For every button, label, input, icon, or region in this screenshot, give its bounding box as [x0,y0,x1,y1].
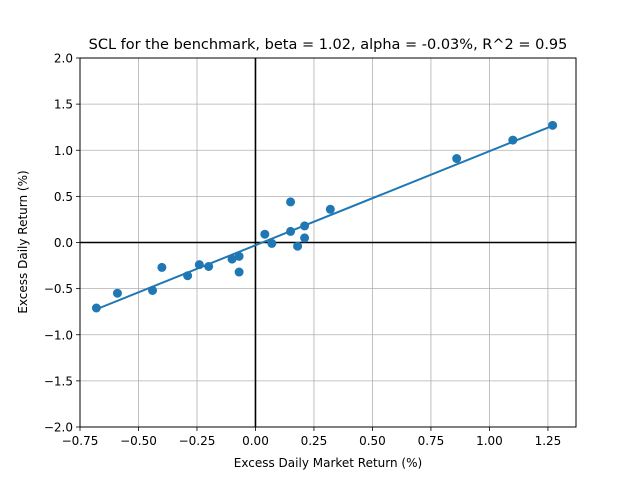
scatter-point [183,271,193,281]
scatter-point [548,120,558,130]
scatter-point [286,197,296,207]
scatter-point [260,229,270,239]
scatter-point [267,238,277,248]
y-tick-label: −1.0 [44,328,73,342]
y-tick-label: 1.5 [54,98,73,112]
scatter-point [452,154,462,164]
x-tick-label: −0.75 [62,434,99,448]
scatter-points [91,120,558,313]
x-tick-label: 0.00 [242,434,269,448]
scatter-point [157,262,167,272]
regression-line [96,124,553,311]
y-tick-label: −2.0 [44,421,73,435]
scatter-point [234,251,244,261]
x-tick-label: −0.50 [120,434,157,448]
y-tick-label: 2.0 [54,52,73,66]
chart-title: SCL for the benchmark, beta = 1.02, alph… [89,37,568,53]
x-tick-label: 0.50 [359,434,386,448]
scatter-point [112,288,122,298]
scatter-point [508,135,518,145]
x-tick-label: 0.25 [301,434,328,448]
x-tick-label: 1.00 [476,434,503,448]
scatter-point [293,241,303,251]
zero-reference-lines [80,58,576,427]
scatter-point [286,226,296,236]
x-tick-label: 1.25 [535,434,562,448]
x-axis-ticks: −0.75 −0.50 −0.25 0.00 0.25 0.50 0.75 1.00 1.25 [62,427,562,448]
y-axis-ticks: −2.0 −1.5 −1.0 −0.5 0.0 0.5 1.0 1.5 2.0 [44,52,80,435]
scatter-point [325,204,335,214]
x-tick-label: 0.75 [418,434,445,448]
x-axis-label: Excess Daily Market Return (%) [234,456,422,470]
scatter-point [234,267,244,277]
y-tick-label: 0.0 [54,236,73,250]
y-tick-label: −1.5 [44,374,73,388]
scatter-point [148,285,158,295]
regression-line-group [96,124,553,311]
scatter-point [204,261,214,271]
scatter-point [194,260,204,270]
y-tick-label: 1.0 [54,144,73,158]
y-tick-label: −0.5 [44,282,73,296]
scatter-point [300,233,310,243]
y-axis-label: Excess Daily Return (%) [16,170,30,313]
scatter-point [227,254,237,264]
scatter-point [300,221,310,231]
y-tick-label: 0.5 [54,190,73,204]
x-tick-label: −0.25 [179,434,216,448]
scatter-point [91,303,101,313]
